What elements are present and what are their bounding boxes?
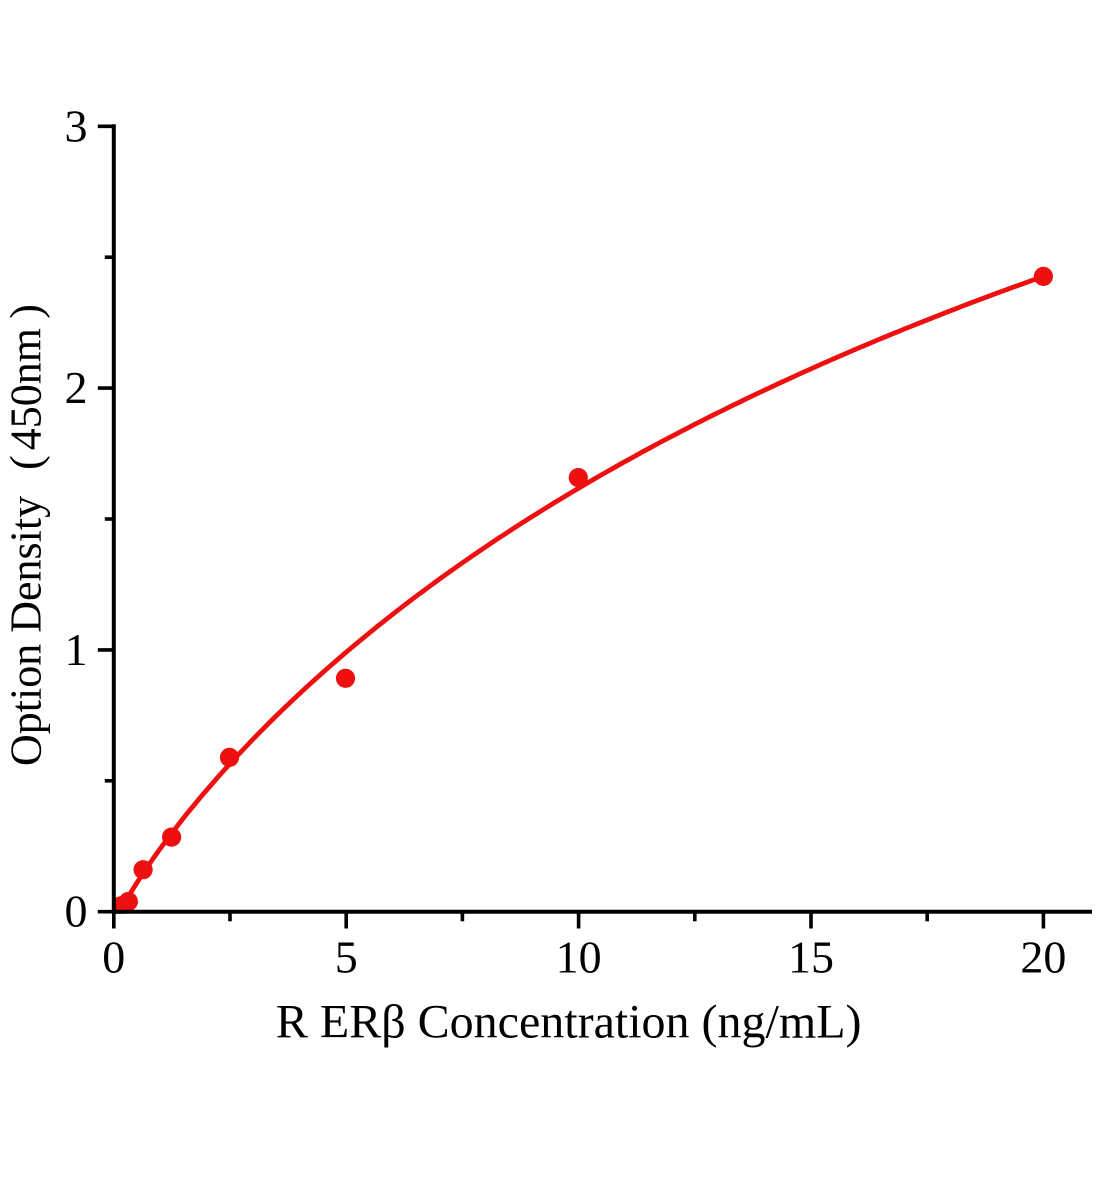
svg-text:3: 3 [65,100,88,151]
svg-text:1: 1 [65,624,88,675]
svg-text:Option Density(450nm): Option Density(450nm) [2,304,51,766]
svg-text:0: 0 [65,886,88,937]
svg-text:15: 15 [788,931,834,982]
svg-text:20: 20 [1020,931,1066,982]
svg-text:2: 2 [65,362,88,413]
svg-text:5: 5 [335,931,358,982]
svg-text:0: 0 [102,931,125,982]
svg-text:R ERβ Concentration (ng/mL): R ERβ Concentration (ng/mL) [276,996,862,1049]
svg-text:10: 10 [556,931,602,982]
